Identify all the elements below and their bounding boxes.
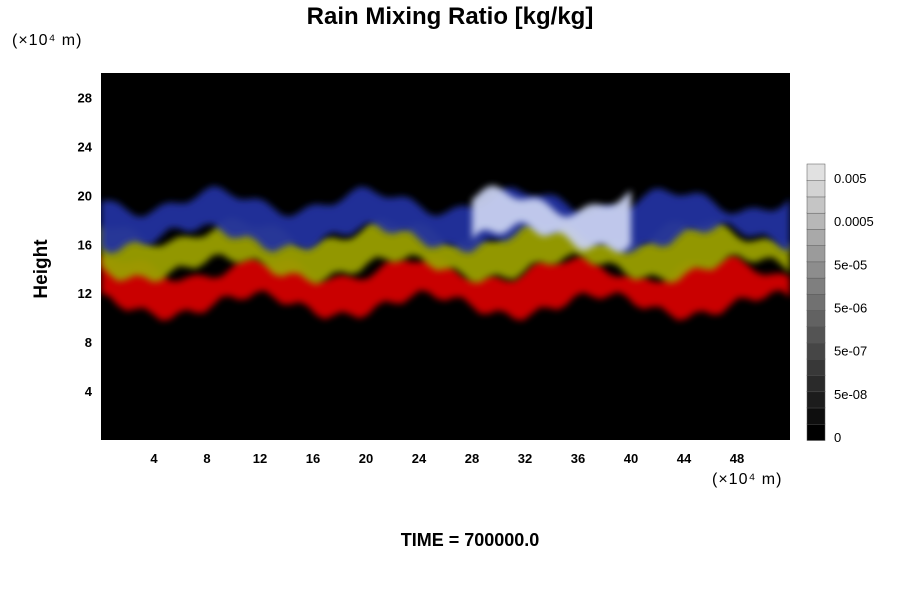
colorbar-swatch [806, 244, 826, 263]
x-tick-label: 36 [571, 451, 585, 466]
colorbar-swatch [806, 212, 826, 230]
colorbar-swatch [806, 261, 826, 279]
colorbar-swatch [806, 342, 826, 360]
rain-field [101, 185, 790, 321]
colorbar-swatch [806, 326, 826, 344]
y-tick-label: 8 [85, 335, 92, 350]
chart-title: Rain Mixing Ratio [kg/kg] [306, 3, 594, 30]
colorbar-swatch [806, 358, 826, 376]
x-tick-label: 20 [359, 451, 373, 466]
y-tick-label: 16 [78, 237, 92, 252]
x-tick-label: 12 [253, 451, 267, 466]
colorbar-swatch [806, 163, 826, 181]
colorbar-swatch [806, 423, 826, 441]
x-tick-label: 8 [203, 451, 210, 466]
x-tick-label: 48 [730, 451, 744, 466]
colorbar-label: 5e-05 [834, 257, 867, 272]
y-axis: 4 8 12 16 20 24 28 [78, 90, 93, 399]
x-tick-label: 44 [677, 451, 692, 466]
y-tick-label: 4 [85, 384, 93, 399]
colorbar-label: 5e-08 [834, 387, 867, 402]
colorbar-label: 5e-07 [834, 344, 867, 359]
y-tick-label: 20 [78, 188, 92, 203]
x-tick-label: 16 [306, 451, 320, 466]
colorbar-label: 0 [834, 430, 841, 445]
x-tick-label: 24 [412, 451, 427, 466]
x-axis: 4 8 12 16 20 24 28 32 36 40 44 48 [150, 451, 744, 466]
colorbar-label: 0.005 [834, 171, 867, 186]
colorbar: 0.005 0.0005 5e-05 5e-06 5e-07 5e-08 0 [806, 163, 874, 445]
x-unit-label: (×10⁴ m) [712, 471, 783, 488]
x-tick-label: 40 [624, 451, 638, 466]
colorbar-swatch [806, 196, 826, 214]
y-tick-label: 24 [78, 139, 93, 154]
x-tick-label: 28 [465, 451, 479, 466]
y-unit-label: (×10⁴ m) [12, 32, 83, 49]
colorbar-swatch [806, 228, 826, 246]
colorbar-swatch [806, 179, 826, 198]
colorbar-label: 0.0005 [834, 214, 874, 229]
x-tick-label: 4 [150, 451, 158, 466]
y-tick-label: 12 [78, 286, 92, 301]
colorbar-swatch [806, 309, 826, 328]
x-tick-label: 32 [518, 451, 532, 466]
rain-band [472, 185, 631, 253]
y-tick-label: 28 [78, 90, 92, 105]
colorbar-label: 5e-06 [834, 301, 867, 316]
colorbar-swatch [806, 391, 826, 409]
colorbar-swatch [806, 277, 826, 295]
colorbar-swatch [806, 293, 826, 311]
colorbar-swatch [806, 374, 826, 393]
time-label: TIME = 700000.0 [400, 530, 540, 550]
colorbar-swatch [806, 407, 826, 425]
